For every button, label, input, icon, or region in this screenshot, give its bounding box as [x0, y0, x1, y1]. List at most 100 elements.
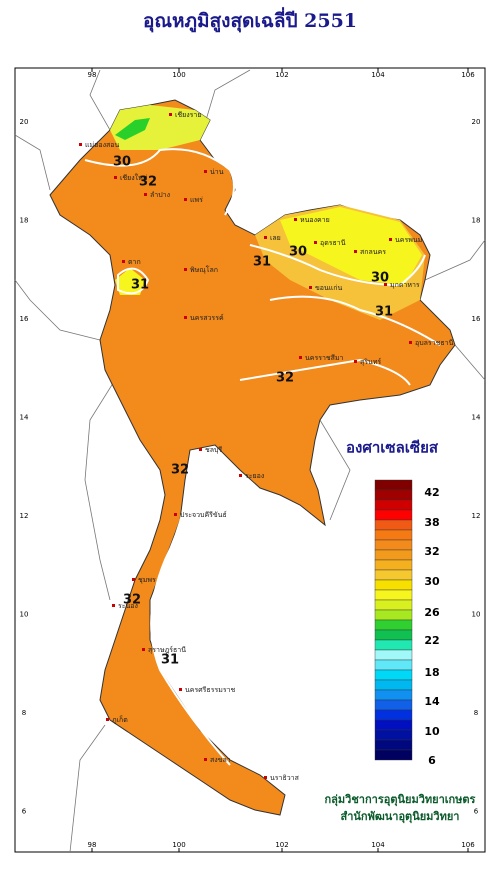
lat-tick-label: 20 [20, 118, 29, 126]
province-label: เชียงใหม่ [120, 173, 147, 182]
contour-label: 31 [131, 278, 149, 293]
province-label: นครสวรรค์ [190, 314, 224, 322]
lat-tick-label: 18 [472, 217, 481, 225]
cool-zone [110, 105, 210, 150]
station [122, 260, 125, 263]
lon-tick-label: 102 [275, 841, 288, 849]
contour-label: 30 [289, 245, 307, 260]
lat-tick-label: 12 [472, 512, 481, 520]
province-label: ระนอง [118, 602, 138, 610]
lat-tick-label: 18 [20, 217, 29, 225]
legend-swatch [374, 589, 413, 601]
province-label: น่าน [210, 168, 224, 176]
station [184, 316, 187, 319]
province-label: นครพนม [395, 236, 422, 244]
station [409, 341, 412, 344]
lon-tick-label: 106 [461, 71, 475, 79]
province-label: สงขลา [210, 756, 231, 764]
legend-swatch [374, 649, 413, 661]
legend-label: 22 [424, 634, 439, 647]
lat-tick-label: 10 [20, 611, 29, 619]
legend-label: 14 [424, 695, 440, 708]
station [264, 236, 267, 239]
cool-zone [280, 207, 422, 285]
lat-tick-label: 8 [474, 709, 478, 717]
province-label: ระยอง [245, 472, 264, 480]
station [354, 250, 357, 253]
legend-swatch [374, 569, 413, 581]
province-label: ประจวบคีรีขันธ์ [180, 511, 227, 519]
legend-label: 30 [424, 575, 440, 588]
province-label: ภูเก็ต [112, 715, 128, 724]
contour-label: 32 [276, 371, 294, 386]
contour-label: 31 [375, 305, 393, 320]
station [299, 356, 302, 359]
lat-tick-label: 16 [20, 315, 29, 323]
station [142, 648, 145, 651]
legend-swatch [374, 539, 413, 551]
legend-swatch [374, 489, 413, 501]
contour-label: 32 [139, 175, 157, 190]
province-label: อุบลราชธานี [415, 339, 454, 347]
province-label: นราธิวาส [270, 774, 300, 782]
legend-swatch [374, 619, 413, 631]
lat-tick-label: 6 [474, 808, 479, 816]
legend-label: 26 [424, 606, 440, 619]
legend-swatch [374, 579, 413, 591]
province-label: อุดรธานี [320, 239, 346, 247]
cool-zone [115, 118, 150, 140]
station [389, 238, 392, 241]
station [179, 688, 182, 691]
lon-tick-label: 104 [371, 841, 385, 849]
lat-tick-label: 8 [22, 709, 26, 717]
title: อุณหภูมิสูงสุดเฉลี่ปี 2551 [143, 7, 357, 33]
province-label: สกลนคร [360, 248, 386, 256]
station [144, 193, 147, 196]
province-label: มุกดาหาร [390, 281, 420, 289]
lon-tick-label: 98 [88, 841, 97, 849]
legend-swatch [374, 629, 413, 641]
province-label: นครศรีธรรมราช [185, 686, 236, 694]
cool-zone [115, 268, 145, 295]
province-label: ชุมพร [138, 576, 156, 584]
legend-swatch [374, 749, 413, 761]
legend-swatch [374, 699, 413, 711]
contour-label: 31 [253, 255, 271, 270]
footer-text: กลุ่มวิชาการอุตุนิยมวิทยาเกษตร [325, 793, 476, 807]
legend-swatch [374, 509, 413, 521]
lon-tick-label: 104 [371, 71, 385, 79]
legend-swatch [374, 549, 413, 561]
station [199, 448, 202, 451]
legend-label: 10 [424, 725, 440, 738]
legend-swatch [374, 559, 413, 571]
legend-swatch [374, 729, 413, 741]
legend-label: 38 [424, 516, 439, 529]
legend-swatch [374, 709, 413, 721]
province-label: เลย [270, 234, 281, 242]
station [204, 758, 207, 761]
lon-tick-label: 98 [88, 71, 97, 79]
station [239, 474, 242, 477]
legend-label: 6 [428, 754, 436, 767]
legend-swatch [374, 519, 413, 531]
lat-tick-label: 16 [472, 315, 481, 323]
legend-label: 42 [424, 486, 439, 499]
station [112, 604, 115, 607]
station [174, 513, 177, 516]
contour-label: 32 [171, 463, 189, 478]
province-label: ขอนแก่น [315, 284, 343, 292]
lon-tick-label: 102 [275, 71, 288, 79]
lat-tick-label: 14 [20, 414, 29, 422]
station [354, 360, 357, 363]
station [309, 286, 312, 289]
lon-tick-label: 106 [461, 841, 475, 849]
province-label: พิษณุโลก [190, 265, 218, 274]
station [204, 170, 207, 173]
station [384, 283, 387, 286]
station [184, 268, 187, 271]
legend-swatch [374, 529, 413, 541]
legend-swatch [374, 739, 413, 751]
province-label: ชลบุรี [205, 446, 222, 454]
province-label: หนองคาย [300, 216, 330, 224]
